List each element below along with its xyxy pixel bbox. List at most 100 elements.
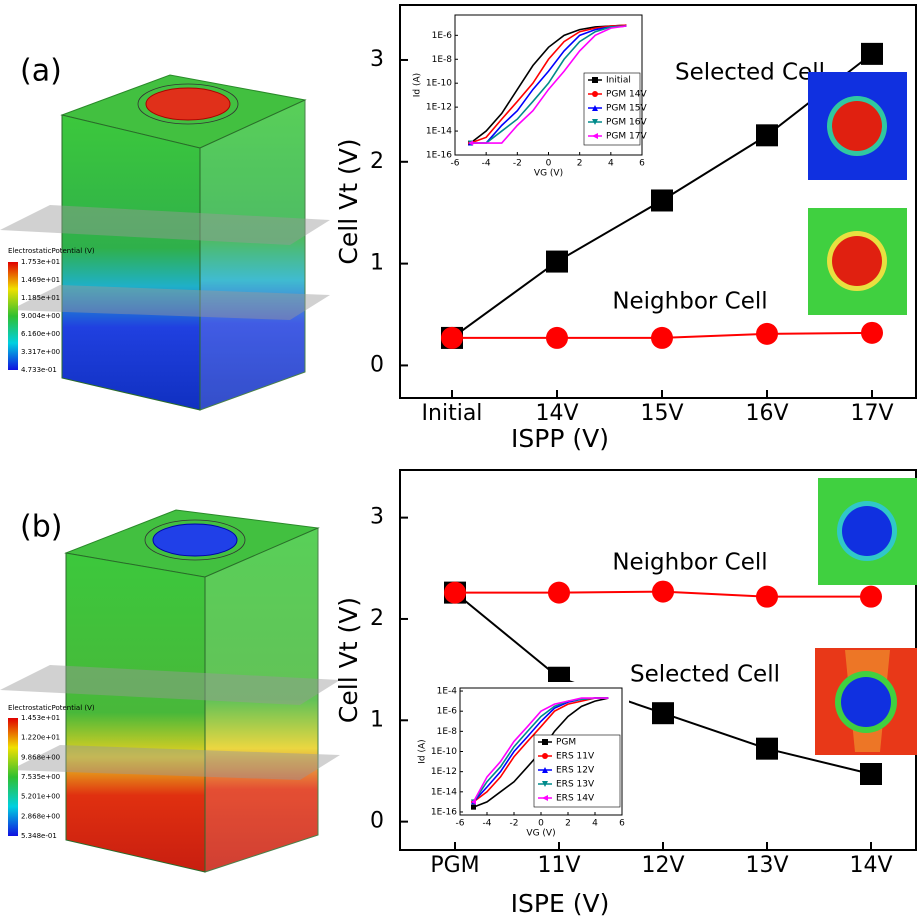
y-tick-label: 1E-12 [426, 103, 452, 113]
y-tick-label: 1E-10 [426, 79, 452, 89]
y-axis-label: Cell Vt (V) [334, 138, 363, 264]
x-tick-label: 6 [639, 159, 645, 169]
marker [651, 327, 673, 349]
marker [652, 581, 674, 603]
x-axis-label: VG (V) [526, 829, 555, 839]
series-annotation: Selected Cell [675, 60, 825, 86]
colorbar-label: 9.868e+00 [21, 753, 60, 761]
legend-marker [542, 753, 548, 759]
x-axis-label: ISPP (V) [511, 424, 609, 453]
colorbar-label: 1.220e+01 [21, 734, 60, 742]
page: {"panels": [ {"label": "(a)", "colorbar"… [0, 0, 917, 920]
x-tick-label: 2 [577, 159, 583, 169]
y-tick-label: 1E-4 [437, 687, 458, 697]
y-tick-label: 0 [370, 809, 384, 834]
legend-marker [592, 77, 598, 83]
series-annotation: Neighbor Cell [612, 289, 767, 315]
colorbar-label: 5.201e+00 [21, 793, 60, 801]
legend-label: ERS 13V [556, 780, 595, 790]
colorbar-label: 5.348e-01 [21, 832, 57, 840]
marker [546, 327, 568, 349]
marker [756, 323, 778, 345]
figure: ElectrostaticPotential (V) (a) 1.753e+01… [0, 0, 917, 920]
marker [861, 322, 883, 344]
x-tick-label: 4 [592, 819, 598, 829]
legend-label: PGM 14V [606, 90, 647, 100]
series-annotation: Neighbor Cell [612, 550, 767, 576]
colorbar-label: 9.004e+00 [21, 312, 60, 320]
x-axis-label: ISPE (V) [511, 889, 610, 918]
legend-label: PGM 16V [606, 118, 647, 128]
x-tick-label: 4 [608, 159, 614, 169]
marker [444, 582, 466, 604]
y-tick-label: 1 [370, 707, 384, 732]
legend-marker [542, 739, 548, 745]
x-tick-label: 12V [641, 853, 684, 878]
marker [756, 124, 778, 146]
y-tick-label: 1E-14 [431, 787, 457, 797]
panel-label: (b) [20, 510, 62, 545]
x-tick-label: -4 [483, 819, 492, 829]
marker [860, 586, 882, 608]
y-tick-label: 1E-8 [432, 55, 453, 65]
x-tick-label: 0 [538, 819, 544, 829]
x-tick-label: 6 [619, 819, 625, 829]
marker [860, 763, 882, 785]
marker [548, 582, 570, 604]
x-tick-label: 11V [537, 853, 580, 878]
y-tick-label: 1E-6 [432, 31, 453, 41]
marker [652, 702, 674, 724]
marker [441, 327, 463, 349]
x-tick-label: 16V [745, 401, 788, 426]
y-tick-label: 1E-14 [426, 127, 452, 137]
colorbar-title: ElectrostaticPotential (V) [8, 247, 95, 255]
device-a: ElectrostaticPotential (V) (a) 1.753e+01… [0, 54, 330, 411]
device-b: ElectrostaticPotential (V) (b) 1.453e+01… [0, 510, 340, 873]
y-axis-label: Cell Vt (V) [334, 597, 363, 723]
colorbar-label: 3.317e+00 [21, 348, 60, 356]
y-tick-label: 3 [370, 505, 384, 530]
panel-label: (a) [20, 54, 62, 89]
series-annotation: Selected Cell [630, 662, 780, 688]
y-tick-label: 1E-16 [431, 807, 457, 817]
x-tick-label: 14V [535, 401, 578, 426]
colorbar-label: 7.535e+00 [21, 773, 60, 781]
marker [546, 251, 568, 273]
x-axis-label: VG (V) [534, 169, 563, 179]
colorbar-label: 4.733e-01 [21, 366, 57, 374]
legend-label: ERS 14V [556, 794, 595, 804]
legend-marker [592, 91, 598, 97]
y-tick-label: 1E-8 [437, 727, 458, 737]
x-tick-label: PGM [430, 853, 479, 878]
legend-label: PGM 15V [606, 104, 647, 114]
y-tick-label: 1E-16 [426, 151, 452, 161]
inset-chart: 1E-6 1E-8 1E-10 1E-12 1E-14 1E-16-6 -4 -2 0 2 4 6 VG… [410, 9, 649, 181]
x-tick-label: -6 [451, 159, 460, 169]
x-tick-label: -2 [513, 159, 522, 169]
x-tick-label: 17V [850, 401, 893, 426]
colorbar-title: ElectrostaticPotential (V) [8, 704, 95, 712]
colorbar-label: 2.868e+00 [21, 812, 60, 820]
legend-label: ERS 11V [556, 752, 595, 762]
x-tick-label: 0 [546, 159, 552, 169]
x-tick-label: 2 [565, 819, 571, 829]
y-tick-label: 1E-12 [431, 767, 457, 777]
x-tick-label: 15V [640, 401, 683, 426]
y-tick-label: 2 [370, 606, 384, 631]
marker [651, 189, 673, 211]
marker [471, 805, 476, 810]
legend-label: Initial [606, 76, 631, 86]
y-tick-label: 0 [370, 352, 384, 377]
colorbar-label: 1.469e+01 [21, 276, 60, 284]
legend-label: PGM [556, 738, 576, 748]
y-tick-label: 1E-10 [431, 747, 457, 757]
colorbar-label: 1.753e+01 [21, 258, 60, 266]
x-tick-label: Initial [422, 401, 483, 426]
x-tick-label: -4 [482, 159, 491, 169]
x-tick-label: -2 [510, 819, 519, 829]
colorbar-label: 6.160e+00 [21, 330, 60, 338]
y-axis-label: Id (A) [418, 739, 428, 763]
y-tick-label: 2 [370, 149, 384, 174]
legend-label: ERS 12V [556, 766, 595, 776]
x-tick-label: -6 [456, 819, 465, 829]
